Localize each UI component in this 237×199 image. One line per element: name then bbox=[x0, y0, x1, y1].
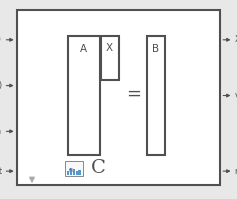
Bar bbox=[17, 10, 220, 185]
Text: restart: restart bbox=[0, 167, 2, 176]
Bar bbox=[147, 36, 165, 155]
Text: A(i,:): A(i,:) bbox=[0, 35, 2, 44]
Text: =: = bbox=[126, 85, 141, 102]
Text: X: X bbox=[106, 43, 113, 53]
Text: fi: fi bbox=[69, 168, 74, 173]
Text: X(i, :): X(i, :) bbox=[235, 35, 237, 44]
Bar bbox=[73, 169, 75, 175]
Bar bbox=[76, 171, 78, 175]
Text: B(i,:): B(i,:) bbox=[0, 81, 2, 90]
Text: A: A bbox=[80, 44, 87, 54]
Text: B: B bbox=[152, 44, 160, 54]
Bar bbox=[67, 171, 69, 175]
Text: validOut: validOut bbox=[235, 91, 237, 100]
Bar bbox=[65, 161, 83, 176]
Text: C: C bbox=[91, 159, 106, 177]
Bar bbox=[101, 36, 118, 80]
Text: ready: ready bbox=[235, 167, 237, 176]
Text: validIn: validIn bbox=[0, 127, 2, 136]
Bar bbox=[78, 170, 81, 175]
Bar bbox=[70, 172, 72, 175]
Bar bbox=[68, 36, 100, 155]
